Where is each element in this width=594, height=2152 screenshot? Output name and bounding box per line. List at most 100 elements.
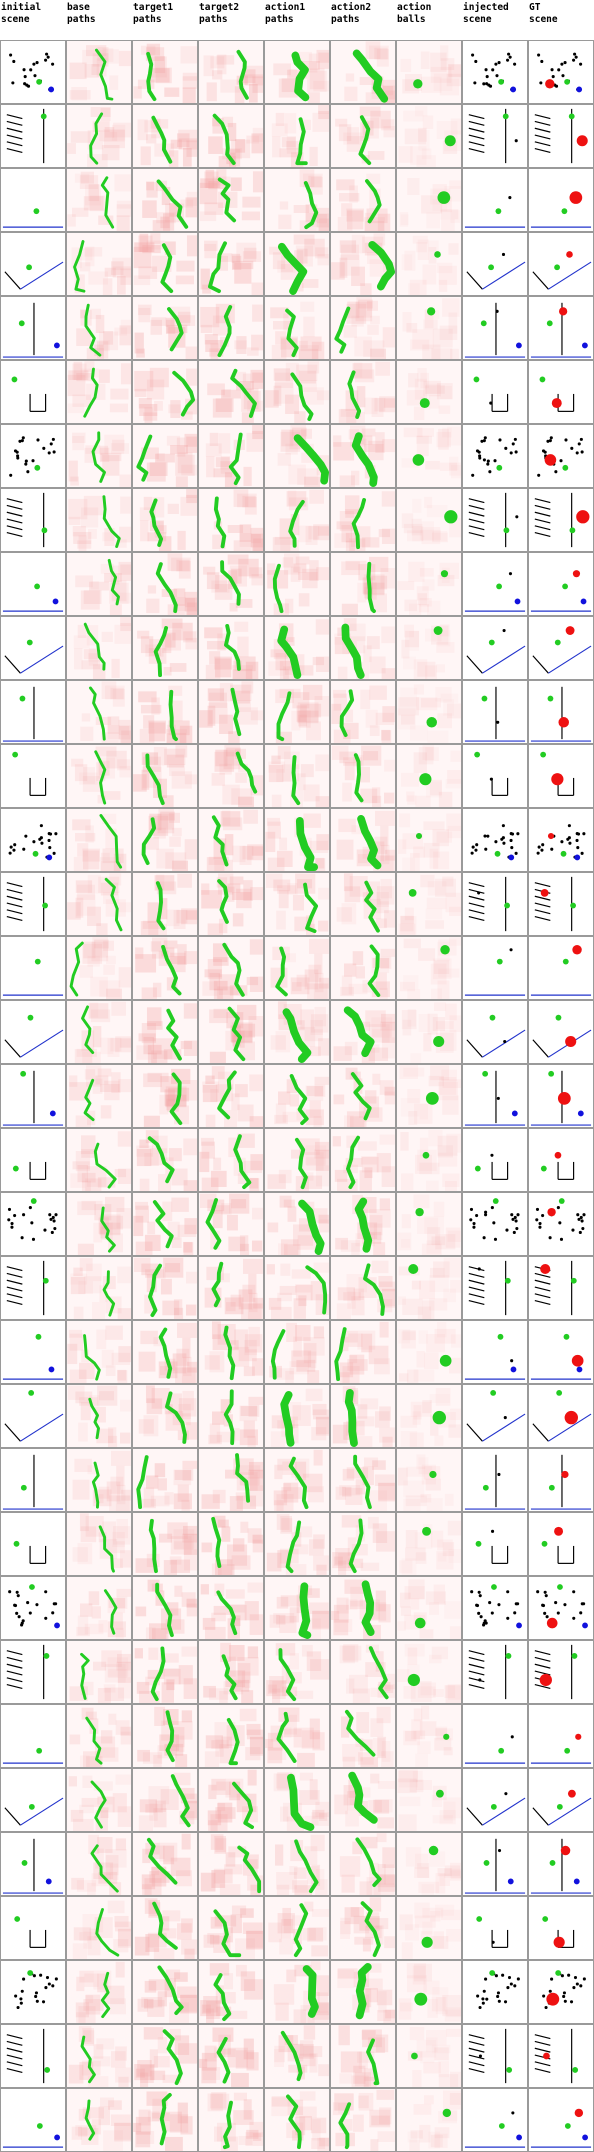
target-image [133,1193,197,1255]
gt-image [530,570,592,612]
cell-action-row-2 [264,168,330,232]
action-image [331,233,395,295]
target-image [133,1001,197,1063]
gt-image [536,824,586,861]
balls-image [397,297,461,359]
injected-image [469,1198,520,1241]
base-image [67,1065,131,1127]
cell-injected-row-21 [462,1384,528,1448]
cell-action-row-16 [330,1064,396,1128]
cell-injected-row-25 [462,1640,528,1704]
target-image [133,1321,197,1383]
cell-target-row-26 [132,1704,198,1768]
cell-base-row-28 [66,1832,132,1896]
base-image [67,1321,131,1383]
cell-injected-row-6 [462,424,528,488]
action-image [331,809,395,871]
cell-balls-row-15 [396,1000,462,1064]
cell-target-row-28 [132,1832,198,1896]
cell-scene-row-18 [0,1192,66,1256]
cell-action-row-8 [264,552,330,616]
gt-image [534,2028,579,2084]
cell-action-row-9 [330,616,396,680]
cell-action-row-20 [330,1320,396,1384]
injected-image [464,1838,526,1894]
cell-scene-row-23 [0,1512,66,1576]
column-header-line2: paths [199,14,228,25]
cell-injected-row-5 [462,360,528,424]
cell-target-row-13 [198,872,264,936]
cell-base-row-17 [66,1128,132,1192]
action-image [331,297,395,359]
cell-target-row-21 [132,1384,198,1448]
cell-injected-row-2 [462,168,528,232]
cell-gt-row-20 [528,1320,594,1384]
cell-base-row-32 [66,2088,132,2152]
action-image [265,1897,329,1959]
cell-base-row-8 [66,552,132,616]
action-image [331,1321,395,1383]
cell-base-row-31 [66,2024,132,2088]
cell-target-row-23 [198,1512,264,1576]
cell-balls-row-26 [396,1704,462,1768]
column-header-line1: target1 [133,2,174,13]
cell-scene-row-30 [0,1960,66,2024]
cell-target-row-0 [132,40,198,104]
injected-image [475,1529,509,1564]
cell-target-row-30 [198,1960,264,2024]
cell-balls-row-28 [396,1832,462,1896]
cell-gt-row-31 [528,2024,594,2088]
balls-image [397,489,461,551]
target-image [199,1769,263,1831]
gt-image [530,1733,592,1764]
column-header-4: action1 paths [265,2,329,26]
cell-gt-row-32 [528,2088,594,2152]
cell-action-row-26 [264,1704,330,1768]
base-image [67,2089,131,2151]
cell-gt-row-18 [528,1192,594,1256]
action-image [331,745,395,807]
target-image [133,553,197,615]
base-image [67,2025,131,2087]
cell-action-row-17 [330,1128,396,1192]
base-image [67,297,131,359]
gt-image [541,1526,575,1564]
cell-target-row-16 [198,1064,264,1128]
cell-injected-row-1 [462,104,528,168]
cell-balls-row-27 [396,1768,462,1832]
cell-action-row-11 [264,744,330,808]
cell-action-row-32 [330,2088,396,2152]
cell-action-row-32 [264,2088,330,2152]
cell-target-row-22 [198,1448,264,1512]
action-image [331,681,395,743]
cell-base-row-15 [66,1000,132,1064]
cell-target-row-21 [198,1384,264,1448]
target-image [133,1833,197,1895]
cell-action-row-22 [264,1448,330,1512]
cell-scene-row-12 [0,808,66,872]
cell-base-row-3 [66,232,132,296]
target-image [199,1129,263,1191]
action-image [331,873,395,935]
cell-base-row-26 [66,1704,132,1768]
cell-target-row-15 [198,1000,264,1064]
base-image [67,233,131,295]
cell-injected-row-11 [462,744,528,808]
cell-action-row-12 [330,808,396,872]
scene-image [9,436,56,477]
cell-target-row-17 [198,1128,264,1192]
target-image [199,297,263,359]
cell-target-row-9 [198,616,264,680]
cell-base-row-20 [66,1320,132,1384]
balls-image [397,1705,461,1767]
target-image [199,489,263,551]
action-image [265,169,329,231]
cell-scene-row-20 [0,1320,66,1384]
cell-target-row-20 [198,1320,264,1384]
injected-image [468,108,518,164]
scene-image [4,639,64,674]
cell-scene-row-17 [0,1128,66,1192]
cell-target-row-26 [198,1704,264,1768]
gt-image [530,191,592,228]
cell-base-row-21 [66,1384,132,1448]
